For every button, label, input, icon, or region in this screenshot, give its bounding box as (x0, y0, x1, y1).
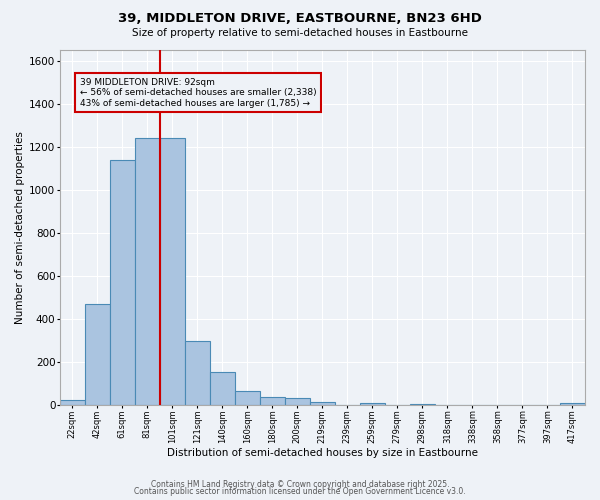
X-axis label: Distribution of semi-detached houses by size in Eastbourne: Distribution of semi-detached houses by … (167, 448, 478, 458)
Bar (210, 372, 235, 405)
Bar (160, 138, 185, 405)
Bar (185, 340, 210, 405)
Bar (360, 404, 385, 405)
Bar (134, 138, 160, 405)
Bar (560, 404, 585, 405)
Bar (110, 160, 134, 405)
Text: 39, MIDDLETON DRIVE, EASTBOURNE, BN23 6HD: 39, MIDDLETON DRIVE, EASTBOURNE, BN23 6H… (118, 12, 482, 26)
Text: 39 MIDDLETON DRIVE: 92sqm
← 56% of semi-detached houses are smaller (2,338)
43% : 39 MIDDLETON DRIVE: 92sqm ← 56% of semi-… (80, 78, 316, 108)
Bar (85, 304, 110, 405)
Bar (260, 397, 285, 405)
Bar (310, 402, 335, 405)
Y-axis label: Number of semi-detached properties: Number of semi-detached properties (15, 131, 25, 324)
Bar (285, 398, 310, 405)
Bar (235, 391, 260, 405)
Bar (410, 404, 435, 405)
Text: Size of property relative to semi-detached houses in Eastbourne: Size of property relative to semi-detach… (132, 28, 468, 38)
Bar (59, 400, 85, 405)
Text: Contains HM Land Registry data © Crown copyright and database right 2025.: Contains HM Land Registry data © Crown c… (151, 480, 449, 489)
Text: Contains public sector information licensed under the Open Government Licence v3: Contains public sector information licen… (134, 487, 466, 496)
